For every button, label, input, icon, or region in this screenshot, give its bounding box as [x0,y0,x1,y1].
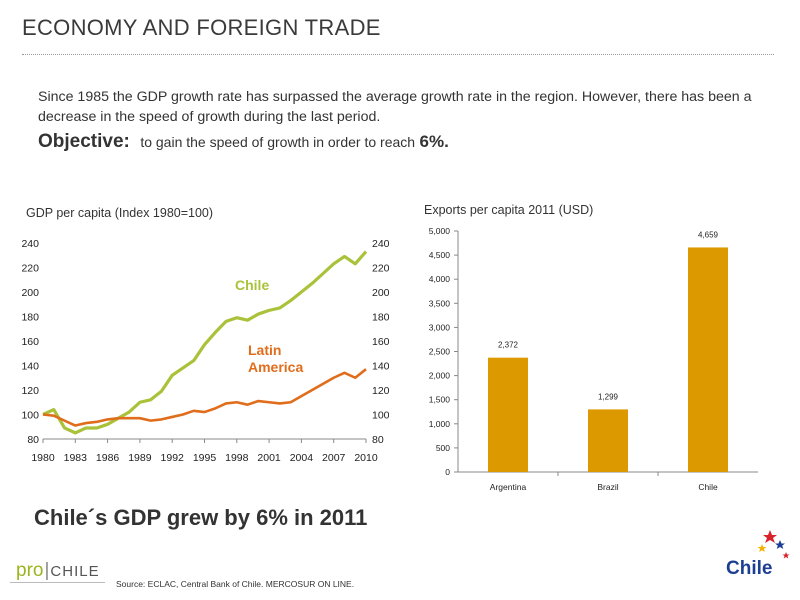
exports-y-tick-4: 2,000 [429,371,451,381]
gdp-y-tick-right-6: 200 [372,287,390,299]
gdp-y-tick-right-5: 180 [372,312,390,324]
chile-brand-stars-icon [757,530,790,559]
logo-pro-text: pro [16,560,44,581]
exports-category-label-1: Brazil [597,482,618,492]
objective-label: Objective: [38,131,130,152]
exports-category-label-0: Argentina [490,482,527,492]
gdp-x-tick-9: 2007 [322,452,346,464]
gdp-series-label-line: America [248,359,303,375]
gdp-highlight: Chile´s GDP grew by 6% in 2011 [34,505,368,530]
exports-y-tick-2: 1,000 [429,419,451,429]
gdp-x-tick-6: 1998 [225,452,249,464]
gdp-y-tick-left-2: 120 [21,385,39,397]
exports-y-tick-9: 4,500 [429,250,451,260]
gdp-series-label-line: Latin [248,342,281,358]
gdp-x-tick-4: 1992 [161,452,185,464]
gdp-y-tick-right-8: 240 [372,238,390,250]
gdp-y-tick-right-7: 220 [372,263,390,275]
chile-brand-text: Chile [726,558,773,579]
gdp-y-tick-left-7: 220 [21,263,39,275]
exports-y-tick-3: 1,500 [429,395,451,405]
page-title: ECONOMY AND FOREIGN TRADE [22,15,381,40]
gdp-y-tick-right-3: 140 [372,361,390,373]
gdp-y-tick-left-1: 100 [21,410,39,422]
gdp-series-label-line: Chile [235,277,269,293]
exports-y-tick-6: 3,000 [429,322,451,332]
gdp-y-tick-left-0: 80 [27,434,39,446]
exports-y-tick-5: 2,500 [429,347,451,357]
title-divider [22,54,774,55]
exports-chart-title: Exports per capita 2011 (USD) [424,203,594,217]
objective-value: 6%. [419,132,449,151]
source-note: Source: ECLAC, Central Bank of Chile. ME… [116,579,355,589]
gdp-y-tick-left-5: 180 [21,312,39,324]
exports-bar-value-2: 4,659 [698,230,719,239]
gdp-y-tick-left-3: 140 [21,361,39,373]
objective-text: to gain the speed of growth in order to … [140,134,416,150]
gdp-y-tick-right-0: 80 [372,434,384,446]
prochile-logo: pro|CHILE [16,560,100,582]
gdp-x-tick-3: 1989 [128,452,152,464]
logo-separator: | [44,560,50,581]
exports-bar-2 [688,247,728,472]
gdp-x-tick-8: 2004 [290,452,314,464]
gdp-line-chart: 80 80 100 100 120 120 140 140 160 160 180 180 200 200… [21,238,389,464]
exports-bar-value-0: 2,372 [498,341,519,350]
objective-line: Objective: to gain the speed of growth i… [38,131,778,153]
exports-bar-chart: 0 500 1,000 1,500 2,000 2,500 3,000 3,500 4,000 4… [429,226,758,492]
gdp-series-line-0 [42,250,368,435]
exports-category-label-2: Chile [698,482,718,492]
exports-bar-1 [588,409,628,472]
gdp-y-tick-right-2: 120 [372,385,390,397]
gdp-x-tick-5: 1995 [193,452,217,464]
gdp-x-tick-2: 1986 [96,452,120,464]
gdp-x-tick-10: 2010 [354,452,378,464]
exports-y-tick-0: 0 [445,467,450,477]
exports-y-tick-7: 3,500 [429,298,451,308]
gdp-x-tick-1: 1983 [64,452,88,464]
gdp-y-tick-right-4: 160 [372,336,390,348]
exports-bar-0 [488,357,528,472]
logo-underline [10,582,105,583]
exports-y-tick-10: 5,000 [429,226,451,236]
gdp-y-tick-left-4: 160 [21,336,39,348]
gdp-series-label-1: Latin America [248,342,303,375]
gdp-x-tick-7: 2001 [257,452,281,464]
gdp-y-tick-left-8: 240 [21,238,39,250]
exports-y-tick-8: 4,000 [429,274,451,284]
exports-y-tick-1: 500 [436,443,450,453]
gdp-x-tick-0: 1980 [31,452,55,464]
gdp-series-line-1 [42,368,367,427]
gdp-y-tick-left-6: 200 [21,287,39,299]
gdp-series-label-0: Chile [235,277,269,293]
gdp-y-tick-right-1: 100 [372,410,390,422]
intro-text: Since 1985 the GDP growth rate has surpa… [38,89,752,125]
exports-bar-value-1: 1,299 [598,392,619,401]
gdp-chart-title: GDP per capita (Index 1980=100) [26,206,214,220]
logo-chile-text: CHILE [50,563,100,580]
